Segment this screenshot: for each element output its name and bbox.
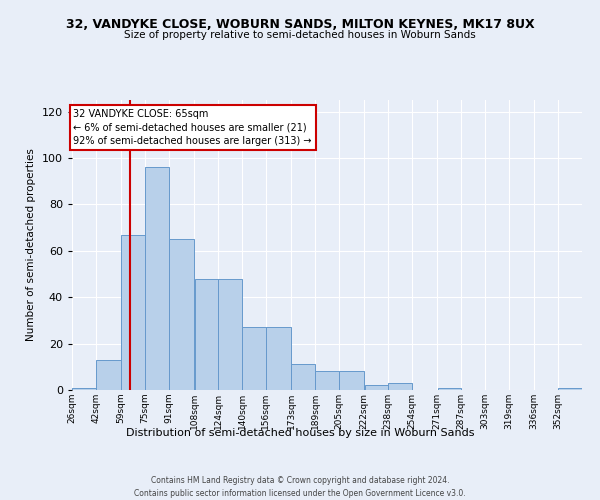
Bar	[339, 372, 364, 390]
Bar	[316, 372, 338, 390]
Bar	[242, 328, 266, 390]
Bar	[218, 278, 242, 390]
Text: Size of property relative to semi-detached houses in Woburn Sands: Size of property relative to semi-detach…	[124, 30, 476, 40]
Bar	[72, 388, 95, 390]
Text: Distribution of semi-detached houses by size in Woburn Sands: Distribution of semi-detached houses by …	[126, 428, 474, 438]
Bar	[266, 328, 291, 390]
Bar	[145, 168, 169, 390]
Text: 32 VANDYKE CLOSE: 65sqm
← 6% of semi-detached houses are smaller (21)
92% of sem: 32 VANDYKE CLOSE: 65sqm ← 6% of semi-det…	[73, 110, 312, 146]
Text: 32, VANDYKE CLOSE, WOBURN SANDS, MILTON KEYNES, MK17 8UX: 32, VANDYKE CLOSE, WOBURN SANDS, MILTON …	[65, 18, 535, 30]
Bar	[559, 388, 582, 390]
Text: Contains HM Land Registry data © Crown copyright and database right 2024.: Contains HM Land Registry data © Crown c…	[151, 476, 449, 485]
Bar	[169, 239, 194, 390]
Bar	[121, 234, 145, 390]
Bar	[194, 278, 218, 390]
Bar	[96, 360, 121, 390]
Bar	[437, 388, 461, 390]
Bar	[292, 364, 315, 390]
Bar	[365, 386, 388, 390]
Y-axis label: Number of semi-detached properties: Number of semi-detached properties	[26, 148, 36, 342]
Text: Contains public sector information licensed under the Open Government Licence v3: Contains public sector information licen…	[134, 489, 466, 498]
Bar	[388, 383, 412, 390]
